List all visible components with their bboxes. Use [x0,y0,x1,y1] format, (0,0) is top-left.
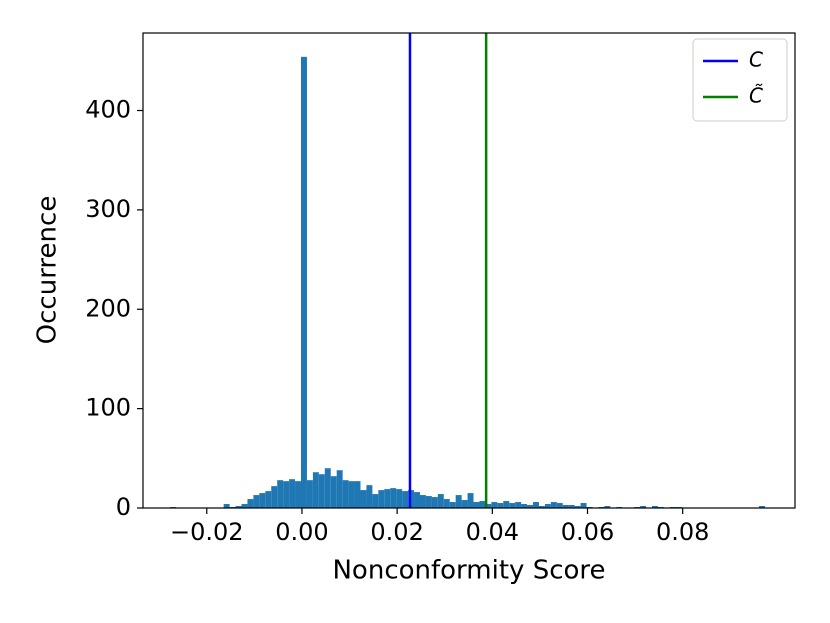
y-tick-label: 100 [85,394,131,422]
bar [640,506,647,508]
y-tick-label: 300 [85,195,131,223]
bar [372,494,379,508]
bar [461,500,468,508]
bar [390,488,397,508]
bar [360,490,367,508]
bar [533,502,539,508]
bar [497,503,504,508]
x-axis-label: Nonconformity Score [332,556,605,586]
legend-label: C [749,48,763,72]
legend-label: C̃ [749,84,763,108]
bar [348,481,355,508]
bar [324,468,331,508]
bar [223,504,230,508]
bar [336,470,343,508]
bar [455,495,462,508]
bar [259,493,266,508]
bar [604,506,611,508]
bar [295,481,302,508]
bar [556,503,563,508]
y-tick-label: 400 [85,96,131,124]
bar [473,502,480,508]
plot-frame [142,32,796,509]
bar [384,489,391,508]
bar [538,506,545,508]
bar [342,480,349,508]
bar [467,493,474,508]
bar [651,506,658,508]
bar [265,491,272,508]
bar [509,503,516,508]
bar [271,486,278,508]
x-tick-label: 0.06 [561,518,614,546]
bar [503,501,510,508]
y-tick-label: 200 [85,294,131,322]
bar [568,505,575,508]
x-tick-label: 0.04 [466,518,519,546]
bar [485,504,492,508]
bar [402,491,409,508]
bar [574,506,581,508]
bar [354,481,361,508]
bar [318,474,325,508]
bar [283,481,290,508]
bar [527,505,534,508]
bar [580,503,587,508]
x-tick-label: 0.08 [656,518,709,546]
x-tick-label: 0.02 [370,518,423,546]
x-tick-label: −0.02 [170,518,244,546]
y-axis-label: Occurrence [33,196,63,345]
bar [330,476,337,508]
bar [550,502,557,508]
bar [277,480,284,508]
bar [289,479,296,508]
y-tick-label: 0 [116,493,131,521]
bar [449,502,456,508]
bar [241,504,248,508]
bar [491,502,498,508]
bar [414,492,420,508]
bar [247,499,254,508]
bar [759,506,766,508]
bar [515,502,522,508]
bar [378,490,385,508]
legend-box [692,38,788,122]
bar [544,504,551,508]
bar [396,489,403,508]
bar [521,504,528,508]
bar [425,496,432,508]
bar [437,494,444,508]
bar [431,497,438,508]
bar [306,480,313,508]
bar [301,56,307,509]
bar [235,506,242,508]
bar [443,499,450,508]
bar [366,485,373,508]
bar [312,472,319,508]
bar [479,501,486,508]
bar [562,505,569,508]
bar [253,495,260,508]
x-tick-label: 0.00 [275,518,328,546]
bar [419,495,426,508]
